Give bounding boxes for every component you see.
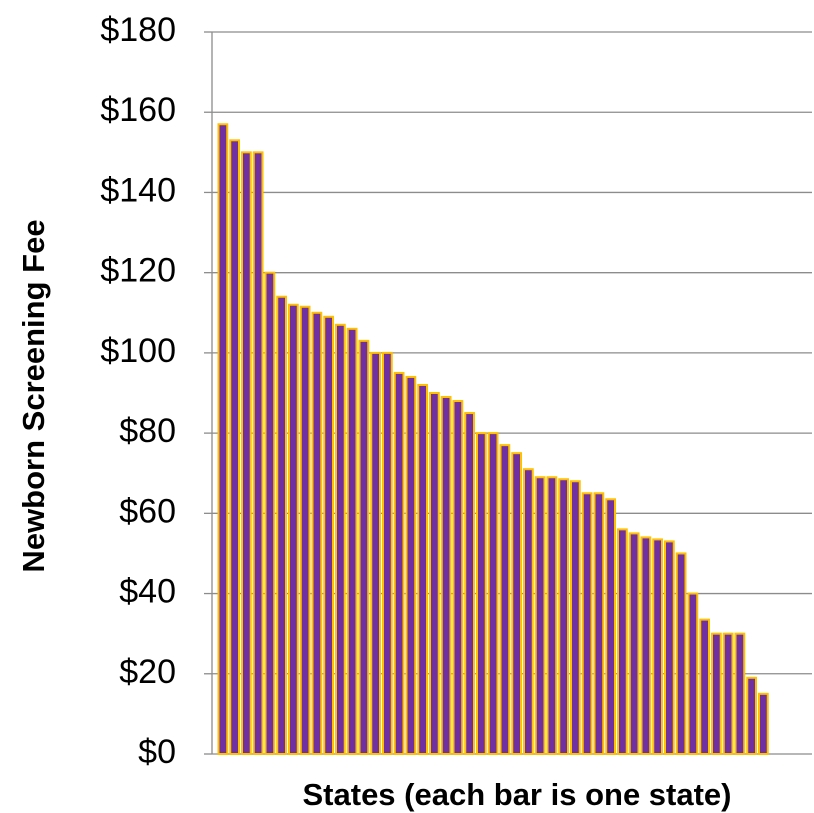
bar (440, 396, 452, 755)
y-tick-label: $160 (100, 91, 176, 129)
bar (252, 151, 264, 756)
bar (382, 351, 393, 755)
bar (734, 632, 746, 756)
bar (499, 444, 511, 755)
bar (581, 492, 593, 755)
bar (593, 492, 605, 755)
bar (523, 468, 534, 755)
bar (699, 618, 710, 756)
y-tick-label: $180 (100, 11, 176, 49)
bar (605, 498, 616, 755)
bar (711, 632, 722, 756)
bar (722, 632, 734, 756)
bar (664, 540, 675, 756)
y-tick-label: $0 (138, 733, 176, 771)
x-axis-label: States (each bar is one state) (303, 777, 732, 812)
bar (217, 123, 229, 755)
y-tick-label: $140 (100, 171, 176, 209)
y-tick-label: $100 (100, 332, 176, 370)
bar (405, 375, 417, 755)
bar (229, 139, 240, 756)
bar (628, 532, 640, 756)
bar (476, 432, 487, 755)
bar (758, 692, 769, 755)
y-tick-label: $80 (119, 412, 176, 450)
bar (323, 315, 334, 755)
bar (452, 400, 464, 755)
bar (746, 676, 757, 755)
bar (311, 311, 323, 755)
bar (370, 351, 381, 755)
bar (675, 552, 687, 756)
bar (558, 478, 569, 755)
bar (640, 536, 652, 756)
bar (346, 327, 358, 755)
y-tick-label: $120 (100, 252, 176, 290)
bar (358, 339, 370, 755)
bar (534, 476, 546, 755)
bar (487, 432, 499, 755)
bar (687, 592, 699, 755)
bar (464, 412, 475, 755)
bar (264, 271, 276, 755)
bar (335, 323, 346, 755)
bar (570, 480, 581, 755)
bar (276, 295, 287, 755)
bar (288, 303, 299, 755)
bar (617, 528, 628, 756)
y-tick-label: $60 (119, 492, 176, 530)
bar (417, 383, 428, 755)
bar (511, 452, 522, 755)
bar (429, 392, 440, 755)
bar (393, 371, 405, 755)
y-axis-label: Newborn Screening Fee (16, 219, 51, 572)
bar (652, 538, 663, 756)
bar (546, 476, 558, 755)
bar (241, 151, 252, 756)
y-tick-label: $20 (119, 653, 176, 691)
y-tick-label: $40 (119, 573, 176, 611)
bar (299, 305, 311, 755)
